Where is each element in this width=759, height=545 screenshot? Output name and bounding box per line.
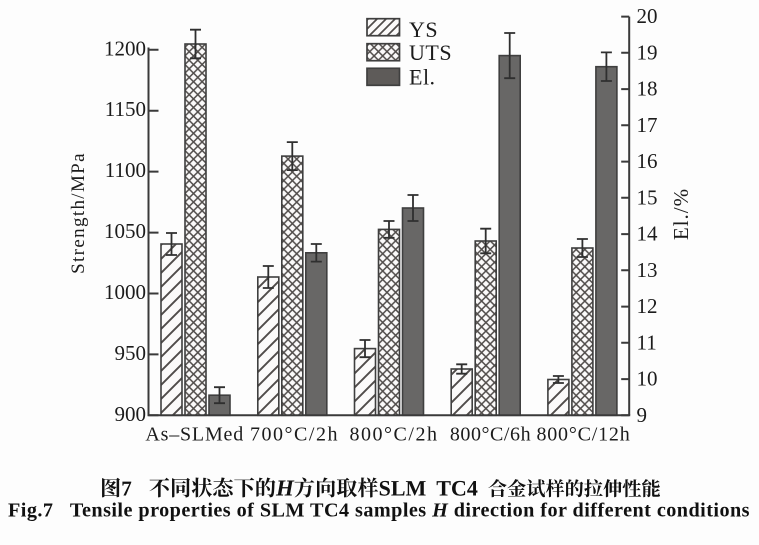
svg-text:As–SLMed: As–SLMed xyxy=(145,424,244,446)
svg-text:19: 19 xyxy=(637,40,658,64)
svg-text:YS: YS xyxy=(409,17,438,42)
svg-text:800°C/12h: 800°C/12h xyxy=(536,424,630,446)
svg-text:1050: 1050 xyxy=(104,219,146,243)
svg-text:10: 10 xyxy=(637,367,658,391)
svg-text:El.: El. xyxy=(409,64,436,89)
svg-text:El./%: El./% xyxy=(669,188,693,240)
svg-text:1150: 1150 xyxy=(105,97,146,121)
svg-text:18: 18 xyxy=(637,77,658,101)
svg-text:1000: 1000 xyxy=(104,280,146,304)
svg-text:Strength/MPa: Strength/MPa xyxy=(68,152,89,274)
svg-text:1100: 1100 xyxy=(105,158,146,182)
svg-text:12: 12 xyxy=(637,294,658,318)
svg-text:900: 900 xyxy=(115,402,147,426)
svg-text:1200: 1200 xyxy=(104,36,146,60)
svg-text:800°C/2h: 800°C/2h xyxy=(350,424,439,446)
svg-text:14: 14 xyxy=(637,222,659,246)
svg-text:Fig.7 Tensile properties of: Fig.7 Tensile properties of SLM TC4 samp… xyxy=(8,500,750,522)
svg-text:9: 9 xyxy=(637,403,648,427)
svg-text:UTS: UTS xyxy=(409,40,452,65)
svg-text:15: 15 xyxy=(637,185,658,209)
svg-text:700°C/2h: 700°C/2h xyxy=(250,424,339,446)
svg-text:16: 16 xyxy=(637,149,658,173)
svg-text:800°C/6h: 800°C/6h xyxy=(450,424,531,446)
svg-text:17: 17 xyxy=(637,113,658,137)
svg-text:950: 950 xyxy=(115,341,147,365)
svg-text:11: 11 xyxy=(637,330,657,354)
svg-text:13: 13 xyxy=(637,258,658,282)
svg-text:20: 20 xyxy=(637,4,658,28)
